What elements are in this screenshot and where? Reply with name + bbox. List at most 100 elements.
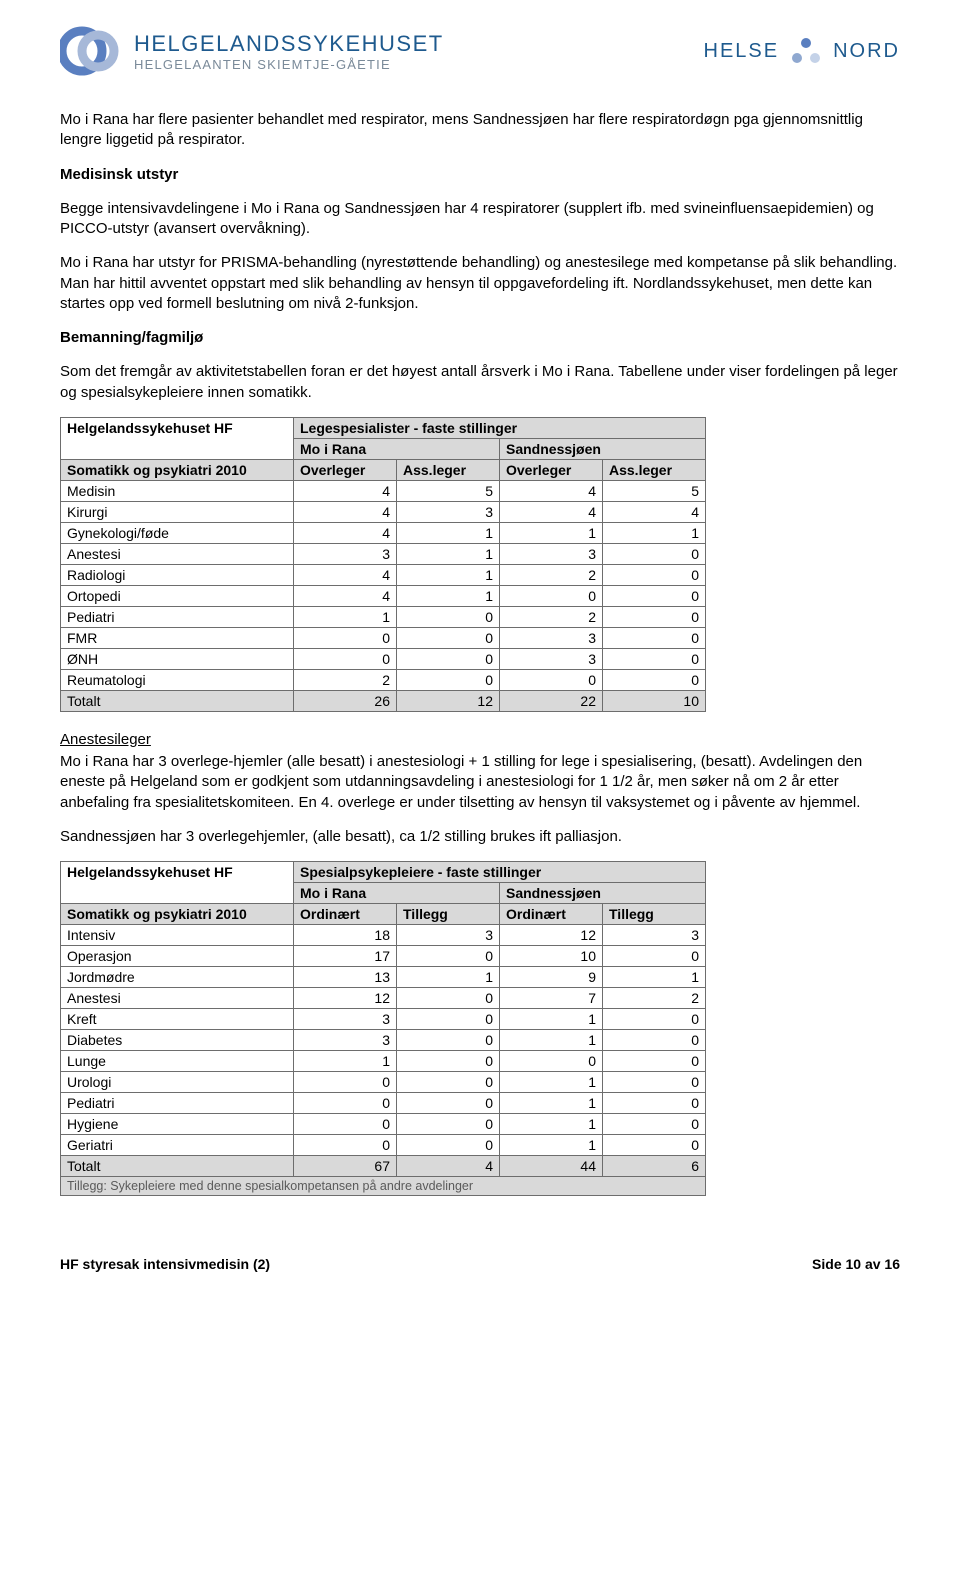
row-value: 1 [397, 543, 500, 564]
row-value: 1 [500, 1072, 603, 1093]
paragraph: Mo i Rana har flere pasienter behandlet … [60, 110, 900, 151]
row-value: 1 [500, 1093, 603, 1114]
row-value: 0 [294, 1135, 397, 1156]
table-total: 22 [500, 690, 603, 711]
row-value: 3 [397, 501, 500, 522]
row-value: 0 [397, 606, 500, 627]
row-value: 0 [603, 1093, 706, 1114]
row-value: 2 [500, 564, 603, 585]
helse-nord-dots-icon [789, 36, 823, 66]
row-value: 1 [500, 1030, 603, 1051]
row-value: 0 [397, 1135, 500, 1156]
row-value: 7 [500, 988, 603, 1009]
row-value: 1 [500, 1114, 603, 1135]
row-value: 10 [500, 946, 603, 967]
table-header: Somatikk og psykiatri 2010 [61, 459, 294, 480]
row-label: Ortopedi [61, 585, 294, 606]
table-header: Legespesialister - faste stillinger [294, 417, 706, 438]
table-header: Mo i Rana [294, 438, 500, 459]
table-header: Tillegg [397, 904, 500, 925]
row-label: Lunge [61, 1051, 294, 1072]
row-label: Pediatri [61, 606, 294, 627]
row-value: 1 [397, 522, 500, 543]
row-value: 0 [294, 1093, 397, 1114]
table-header: Helgelandssykehuset HF [61, 417, 294, 459]
page-header: HELGELANDSSYKEHUSET HELGELAANTEN SKIEMTJ… [60, 20, 900, 82]
table-total: 67 [294, 1156, 397, 1177]
row-value: 0 [603, 627, 706, 648]
row-value: 4 [294, 564, 397, 585]
table-header: Somatikk og psykiatri 2010 [61, 904, 294, 925]
table-row: ØNH0030 [61, 648, 706, 669]
row-label: Geriatri [61, 1135, 294, 1156]
row-value: 4 [500, 501, 603, 522]
row-label: Anestesi [61, 543, 294, 564]
row-value: 0 [603, 946, 706, 967]
row-value: 0 [397, 988, 500, 1009]
row-label: Pediatri [61, 1093, 294, 1114]
page-footer: HF styresak intensivmedisin (2) Side 10 … [60, 1256, 900, 1272]
row-value: 3 [294, 1009, 397, 1030]
row-value: 3 [294, 1030, 397, 1051]
row-label: Diabetes [61, 1030, 294, 1051]
row-value: 1 [603, 967, 706, 988]
table-row: Anestesi3130 [61, 543, 706, 564]
row-value: 0 [603, 1114, 706, 1135]
row-value: 0 [603, 648, 706, 669]
row-value: 1 [397, 585, 500, 606]
row-label: Gynekologi/føde [61, 522, 294, 543]
row-value: 0 [603, 543, 706, 564]
row-label: Urologi [61, 1072, 294, 1093]
row-value: 18 [294, 925, 397, 946]
row-value: 4 [603, 501, 706, 522]
row-label: FMR [61, 627, 294, 648]
row-label: Reumatologi [61, 669, 294, 690]
row-value: 3 [500, 648, 603, 669]
row-value: 0 [397, 1030, 500, 1051]
row-value: 0 [397, 627, 500, 648]
row-value: 4 [294, 480, 397, 501]
table-total: 26 [294, 690, 397, 711]
logo-title: HELGELANDSSYKEHUSET [134, 31, 444, 57]
row-value: 0 [294, 627, 397, 648]
row-value: 0 [603, 1030, 706, 1051]
row-value: 1 [603, 522, 706, 543]
row-value: 0 [397, 669, 500, 690]
helgeland-logo-icon [60, 20, 122, 82]
table-row: Geriatri0010 [61, 1135, 706, 1156]
table-row: Ortopedi4100 [61, 585, 706, 606]
row-value: 0 [397, 1072, 500, 1093]
row-label: Hygiene [61, 1114, 294, 1135]
row-value: 5 [603, 480, 706, 501]
row-value: 0 [500, 1051, 603, 1072]
row-value: 4 [294, 501, 397, 522]
table-header: Ass.leger [397, 459, 500, 480]
row-value: 0 [603, 1051, 706, 1072]
row-label: ØNH [61, 648, 294, 669]
table-row: Radiologi4120 [61, 564, 706, 585]
table-header: Sandnessjøen [500, 438, 706, 459]
table-row: Pediatri1020 [61, 606, 706, 627]
table-total: 10 [603, 690, 706, 711]
table-row: Kreft3010 [61, 1009, 706, 1030]
footer-left: HF styresak intensivmedisin (2) [60, 1256, 270, 1272]
table-row: Anestesi12072 [61, 988, 706, 1009]
row-value: 3 [500, 627, 603, 648]
table-total: 44 [500, 1156, 603, 1177]
row-value: 2 [500, 606, 603, 627]
row-value: 1 [294, 606, 397, 627]
nord-label: NORD [833, 40, 900, 63]
helse-label: HELSE [704, 40, 780, 63]
table-row: Operasjon170100 [61, 946, 706, 967]
row-value: 9 [500, 967, 603, 988]
table-header: Mo i Rana [294, 883, 500, 904]
row-value: 0 [397, 1114, 500, 1135]
row-value: 0 [603, 1135, 706, 1156]
row-value: 2 [603, 988, 706, 1009]
table-row: Gynekologi/føde4111 [61, 522, 706, 543]
row-value: 0 [294, 1114, 397, 1135]
row-label: Anestesi [61, 988, 294, 1009]
logo-right: HELSE NORD [704, 36, 900, 66]
row-value: 5 [397, 480, 500, 501]
row-value: 1 [294, 1051, 397, 1072]
